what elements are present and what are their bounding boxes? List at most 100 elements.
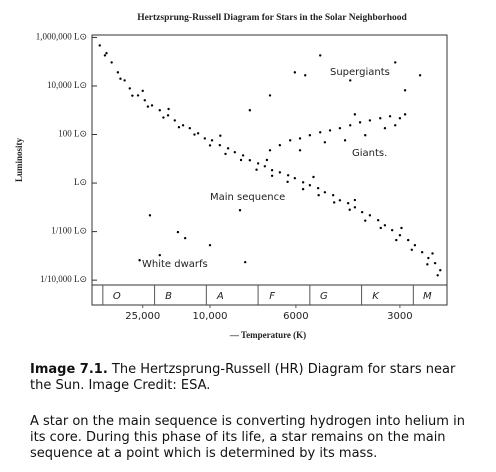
star-point	[403, 89, 407, 92]
star-point	[301, 181, 305, 184]
paragraph: A star on the main sequence is convertin…	[30, 414, 465, 461]
star-point	[218, 143, 222, 147]
star-point	[239, 158, 243, 162]
star-point	[293, 71, 297, 74]
star-point	[219, 134, 222, 137]
star-point	[167, 107, 170, 111]
star-point	[208, 144, 212, 147]
x-tick-label: M	[423, 291, 432, 302]
star-point	[413, 243, 417, 247]
x-tick-label: G	[320, 291, 328, 302]
star-point	[98, 44, 101, 47]
star-point	[181, 124, 185, 127]
chart-title: Hertzsprung-Russell Diagram for Stars in…	[137, 13, 407, 23]
star-point	[226, 147, 230, 150]
star-point	[312, 175, 315, 179]
temperature-label: 3000	[387, 311, 412, 322]
star-point	[256, 162, 260, 165]
temperature-label: 25,000	[125, 311, 160, 322]
annotation: White dwarfs	[142, 259, 208, 270]
star-point	[376, 218, 380, 222]
star-point	[383, 127, 387, 130]
star-point	[433, 261, 437, 265]
chart: Hertzsprung-Russell Diagram for Stars in…	[14, 13, 448, 340]
star-point	[346, 202, 350, 205]
star-point	[332, 201, 336, 204]
star-point	[263, 165, 267, 168]
star-point	[105, 52, 108, 55]
star-point	[265, 158, 269, 162]
star-point	[158, 109, 161, 112]
star-point	[394, 61, 397, 64]
star-point	[364, 134, 367, 137]
temperature-label: 10,000	[192, 311, 227, 322]
star-point	[173, 119, 176, 122]
star-point	[426, 263, 429, 266]
star-point	[388, 115, 392, 118]
star-point	[203, 137, 207, 140]
star-point	[243, 260, 247, 264]
star-point	[128, 87, 131, 90]
star-point	[286, 174, 290, 177]
x-axis-label: — Temperature (K)	[229, 330, 306, 340]
star-point	[348, 208, 351, 211]
star-point	[420, 251, 424, 254]
star-point	[439, 268, 442, 272]
star-point	[268, 149, 272, 152]
star-point	[431, 252, 434, 255]
star-point	[176, 230, 180, 234]
star-point	[301, 187, 305, 191]
star-point	[123, 79, 126, 82]
star-point	[390, 228, 394, 232]
star-point	[177, 126, 181, 129]
star-point	[319, 54, 322, 57]
star-point	[248, 159, 252, 162]
annotation: Main sequence	[210, 192, 285, 203]
star-point	[379, 117, 382, 120]
star-point	[358, 121, 362, 124]
star-point	[403, 113, 407, 116]
star-point	[224, 152, 227, 156]
star-point	[241, 154, 245, 157]
star-point	[394, 124, 397, 127]
star-point	[103, 54, 107, 57]
star-point	[298, 149, 302, 152]
star-point	[364, 219, 367, 222]
y-tick-label: L⊙	[74, 177, 87, 187]
star-point	[166, 114, 170, 117]
star-point	[146, 105, 150, 108]
star-point	[210, 139, 214, 142]
caption: Image 7.1. The Hertzsprung-Russell (HR) …	[30, 362, 470, 394]
star-point	[436, 274, 439, 277]
star-point	[338, 127, 342, 130]
star-point	[360, 210, 364, 214]
star-point	[308, 134, 312, 137]
y-tick-label: 1/100 L⊙	[51, 226, 87, 236]
star-point	[410, 248, 414, 252]
star-point	[193, 133, 196, 136]
star-point	[278, 171, 282, 174]
star-point	[233, 151, 237, 154]
star-point	[208, 243, 212, 247]
star-point	[304, 74, 307, 77]
star-point	[183, 236, 187, 240]
star-point	[136, 94, 140, 97]
star-point	[353, 206, 357, 209]
star-point	[395, 238, 398, 242]
star-point	[196, 132, 200, 135]
star-point	[116, 71, 120, 74]
y-tick-label: 100 L⊙	[58, 129, 87, 139]
star-point	[143, 99, 146, 102]
star-point	[286, 180, 289, 184]
star-point	[158, 253, 161, 257]
star-point	[319, 131, 322, 134]
x-tick-label: A	[216, 291, 224, 302]
star-point	[331, 193, 335, 197]
star-point	[270, 168, 274, 172]
star-point	[110, 61, 113, 64]
star-point	[349, 79, 352, 82]
star-point	[349, 124, 352, 127]
star-point	[119, 77, 122, 80]
star-point	[148, 214, 152, 217]
